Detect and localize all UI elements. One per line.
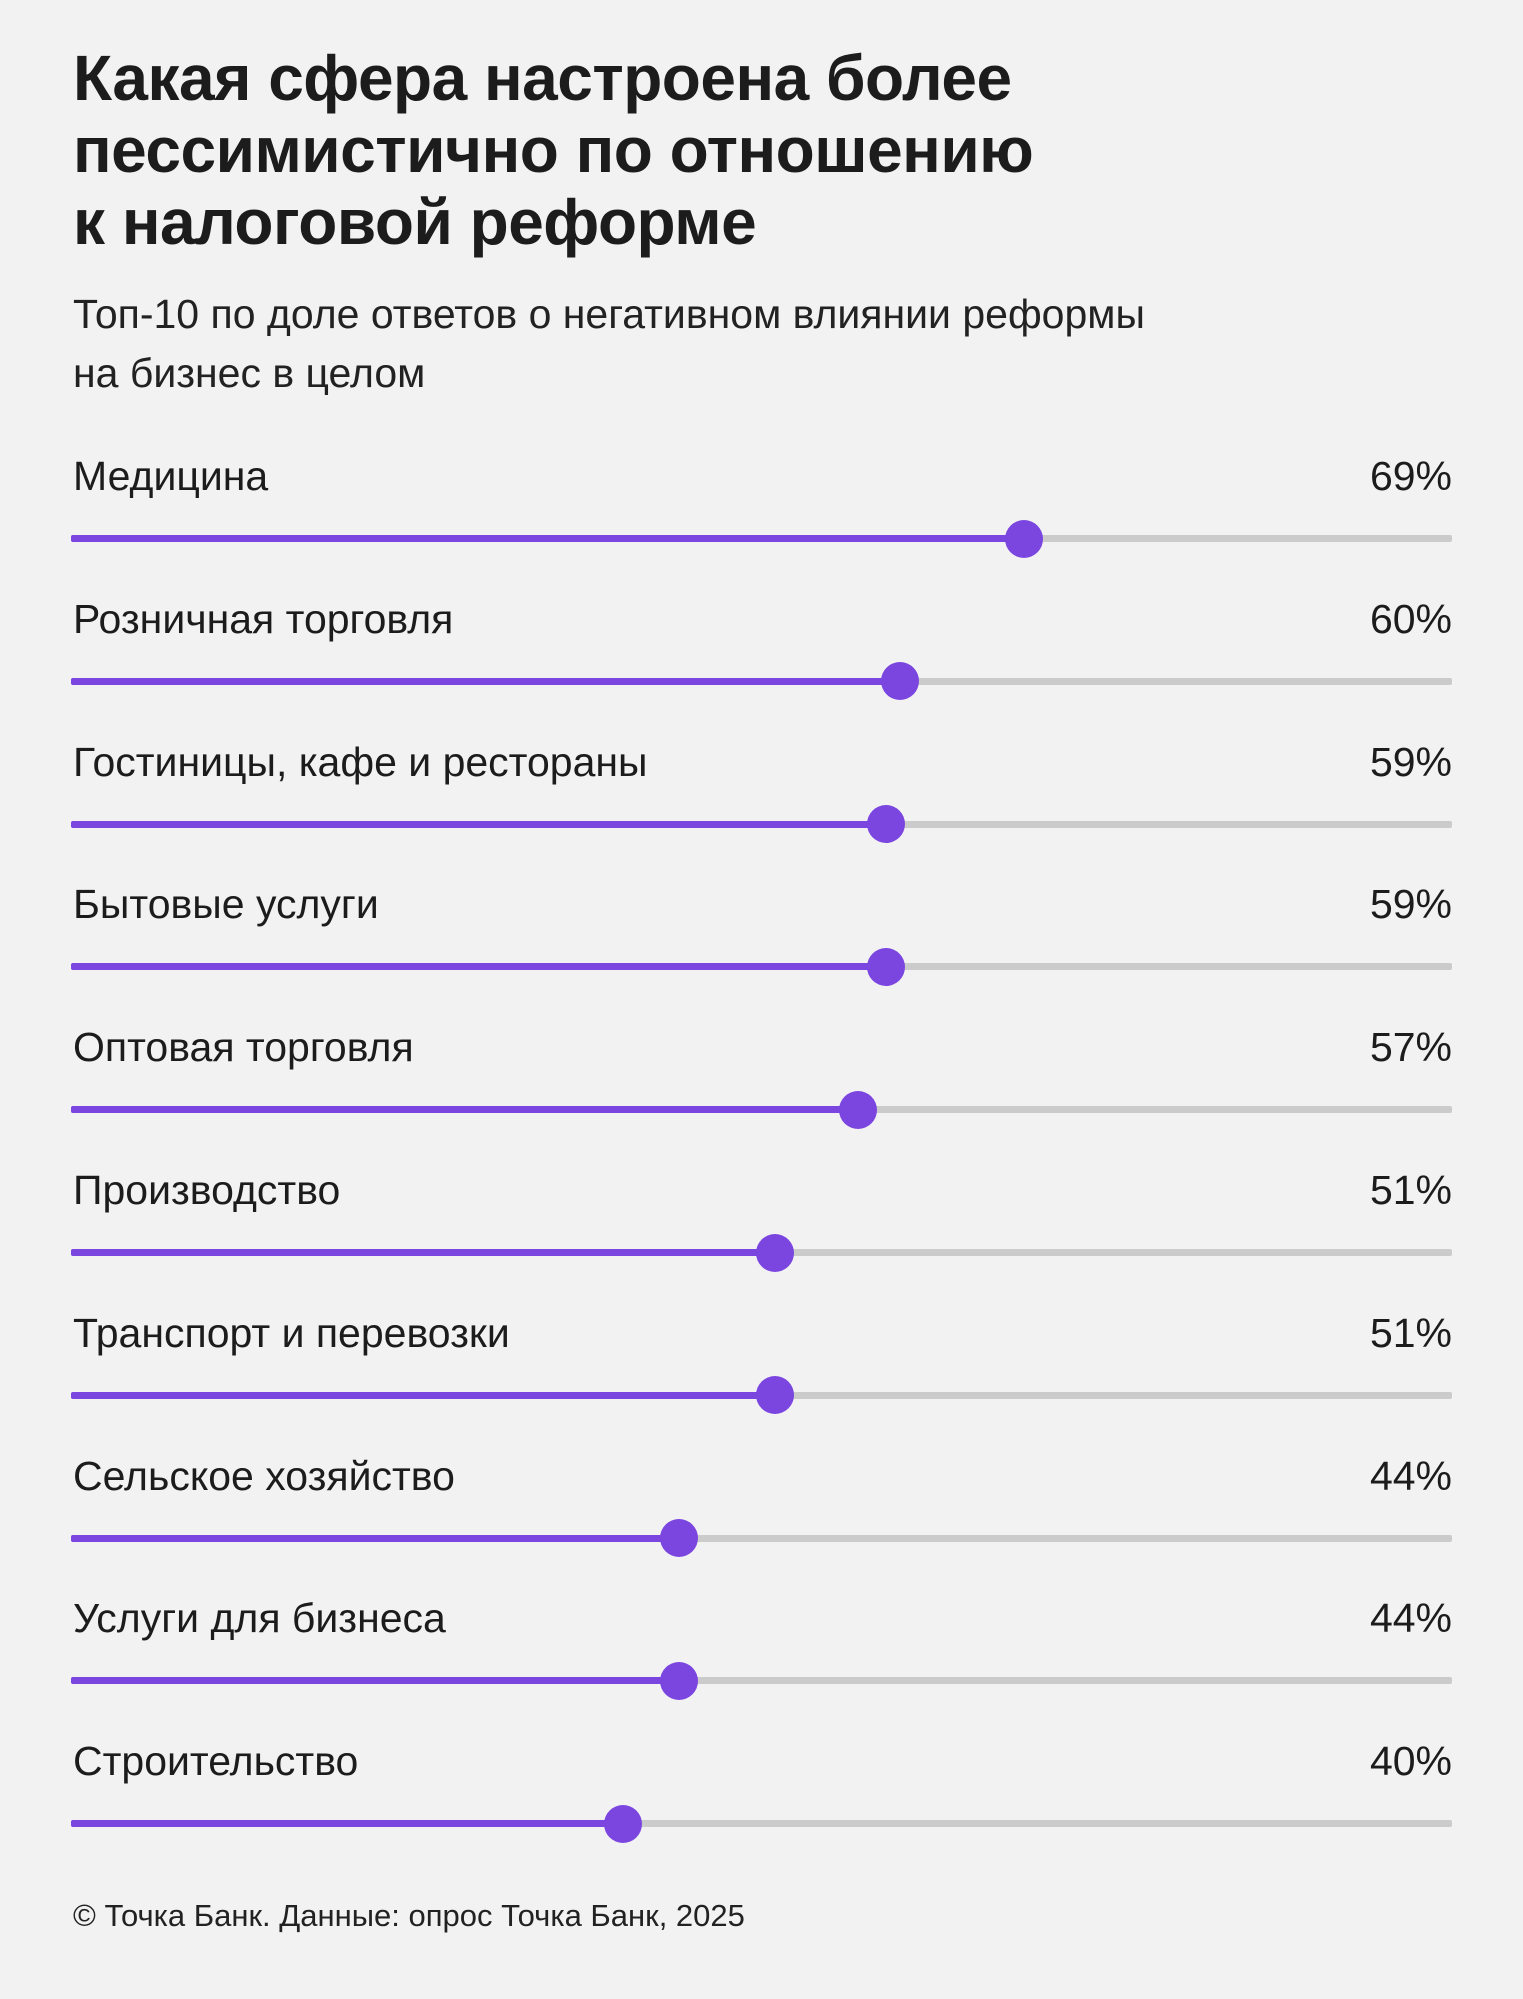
value-label: 57% xyxy=(1369,1024,1452,1071)
chart-row: Медицина 69% xyxy=(71,452,1452,595)
value-marker-dot xyxy=(659,1661,698,1700)
value-marker-dot xyxy=(866,947,905,986)
bar-fill xyxy=(71,677,900,685)
chart-row: Сельское хозяйство 44% xyxy=(71,1452,1452,1595)
chart-subtitle: Топ-10 по доле ответов о негативном влия… xyxy=(73,285,1423,403)
chart-row: Строительство 40% xyxy=(71,1737,1452,1880)
value-label: 51% xyxy=(1369,1309,1452,1356)
value-marker-dot xyxy=(604,1804,643,1843)
value-label: 44% xyxy=(1369,1452,1452,1499)
source-footer: © Точка Банк. Данные: опрос Точка Банк, … xyxy=(73,1898,745,1933)
value-label: 69% xyxy=(1369,453,1452,499)
value-marker-dot xyxy=(866,805,905,844)
chart-row: Гостиницы, кафе и рестораны 59% xyxy=(71,738,1452,881)
bar-fill xyxy=(71,1249,776,1256)
chart-subtitle-line: Топ-10 по доле ответов о негативном влия… xyxy=(73,291,1145,337)
chart-title: Какая сфера настроена более пессимистичн… xyxy=(73,42,1373,258)
bar-track xyxy=(71,662,1452,701)
bar-track xyxy=(71,1661,1452,1700)
value-label: 40% xyxy=(1369,1738,1452,1785)
value-marker-dot xyxy=(839,1090,878,1129)
chart-title-line: Какая сфера настроена более xyxy=(73,42,1012,114)
chart-row: Бытовые услуги 59% xyxy=(71,880,1452,1023)
category-label: Оптовая торговля xyxy=(73,1024,414,1071)
category-label: Бытовые услуги xyxy=(73,881,379,928)
value-marker-dot xyxy=(756,1233,795,1272)
chart-row: Оптовая торговля 57% xyxy=(71,1023,1452,1166)
chart-row: Производство 51% xyxy=(71,1166,1452,1309)
category-label: Гостиницы, кафе и рестораны xyxy=(73,738,648,785)
bar-fill xyxy=(71,1391,776,1399)
bar-track xyxy=(71,519,1452,558)
category-label: Услуги для бизнеса xyxy=(73,1595,446,1642)
bar-track xyxy=(71,1090,1452,1129)
value-marker-dot xyxy=(659,1519,698,1558)
chart-row: Услуги для бизнеса 44% xyxy=(71,1594,1452,1737)
value-label: 60% xyxy=(1369,595,1452,642)
bar-fill xyxy=(71,1820,624,1828)
value-marker-dot xyxy=(756,1376,795,1415)
value-label: 59% xyxy=(1369,738,1452,785)
bar-fill xyxy=(71,1534,679,1542)
bar-fill xyxy=(71,820,886,828)
bar-track xyxy=(71,1519,1452,1558)
bar-track xyxy=(71,1376,1452,1415)
category-label: Строительство xyxy=(73,1738,359,1785)
category-label: Транспорт и перевозки xyxy=(73,1309,510,1356)
value-marker-dot xyxy=(1004,519,1043,558)
bar-fill xyxy=(71,963,886,971)
chart-subtitle-line: на бизнес в целом xyxy=(73,350,426,396)
chart-row: Розничная торговля 60% xyxy=(71,595,1452,738)
bar-track xyxy=(71,947,1452,986)
category-label: Сельское хозяйство xyxy=(73,1452,455,1499)
category-label: Розничная торговля xyxy=(73,595,454,642)
bar-fill xyxy=(71,1677,679,1685)
category-label: Медицина xyxy=(73,453,269,499)
value-label: 44% xyxy=(1369,1595,1452,1642)
bar-track xyxy=(71,1804,1452,1843)
value-label: 59% xyxy=(1369,881,1452,928)
chart-title-line: пессимистично по отношению xyxy=(73,114,1034,186)
bar-track xyxy=(71,1233,1452,1272)
category-label: Производство xyxy=(73,1167,341,1213)
bar-track xyxy=(71,805,1452,844)
chart-row: Транспорт и перевозки 51% xyxy=(71,1309,1452,1452)
bar-fill xyxy=(71,535,1024,542)
value-label: 51% xyxy=(1369,1167,1452,1213)
bar-fill xyxy=(71,1106,859,1114)
chart-title-line: к налоговой реформе xyxy=(73,186,757,258)
value-marker-dot xyxy=(880,662,919,701)
